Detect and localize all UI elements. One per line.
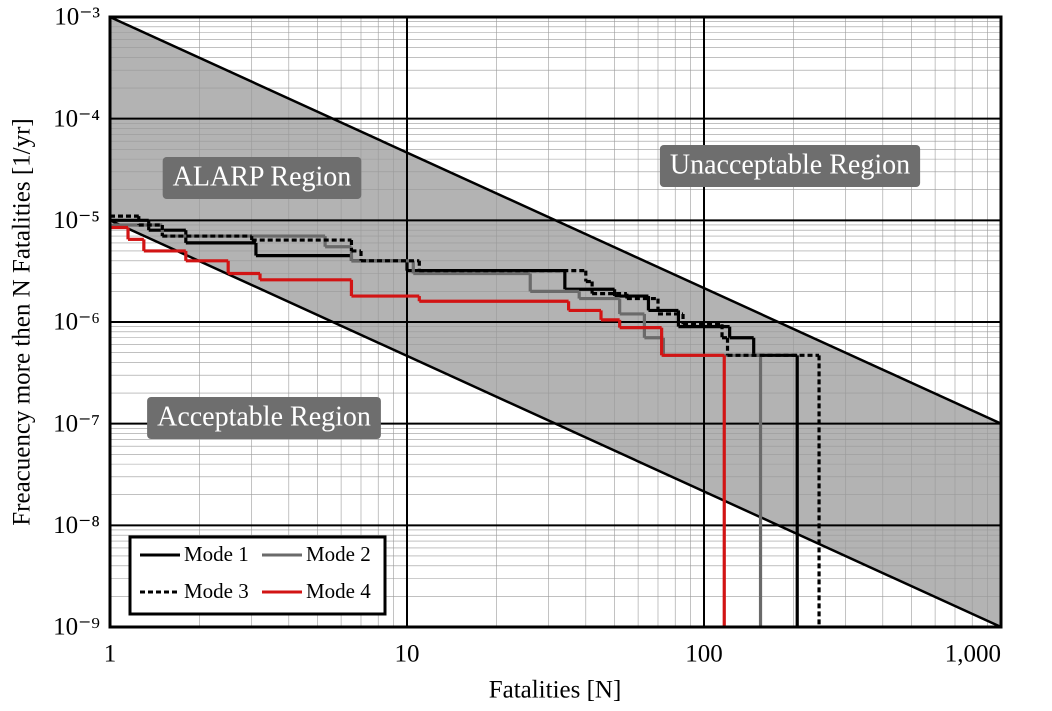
y-tick-label: 10⁻⁹: [53, 614, 100, 641]
region-label-text: Unacceptable Region: [670, 149, 910, 180]
region-label-box: [659, 145, 921, 187]
legend-label: Mode 3: [184, 579, 249, 603]
x-tick-label: 1,000: [945, 641, 1001, 668]
x-axis-title: Fatalities [N]: [489, 677, 622, 704]
series-group: [110, 214, 821, 627]
y-tick-label: 10⁻⁷: [53, 410, 100, 437]
legend-label: Mode 1: [184, 542, 249, 566]
region-label-box: [147, 397, 381, 439]
y-tick-label: 10⁻⁶: [53, 309, 100, 336]
x-tick-label: 100: [685, 641, 723, 668]
region-label-text: ALARP Region: [173, 161, 352, 192]
limit-line: [109, 219, 1002, 629]
region-label: ALARP Region: [162, 157, 362, 199]
region-label-box: [162, 157, 362, 199]
limit-line: [109, 15, 1002, 425]
y-tick-label: 10⁻⁸: [53, 512, 100, 539]
x-tick-label: 1: [104, 641, 117, 668]
x-tick-label: 10: [395, 641, 420, 668]
y-axis-title: Freacuency more then N Fatalities [1/yr]: [9, 118, 36, 526]
legend-label: Mode 4: [306, 579, 371, 603]
plot-frame: [108, 15, 1003, 629]
legend-label: Mode 2: [306, 542, 371, 566]
region-label: Unacceptable Region: [659, 145, 921, 187]
legend-box: [128, 535, 387, 616]
y-tick-label: 10⁻³: [54, 4, 100, 31]
region-label: Acceptable Region: [147, 397, 381, 439]
y-tick-label: 10⁻⁴: [53, 105, 100, 132]
y-tick-label: 10⁻⁵: [53, 207, 100, 234]
region-label-text: Acceptable Region: [157, 401, 371, 432]
